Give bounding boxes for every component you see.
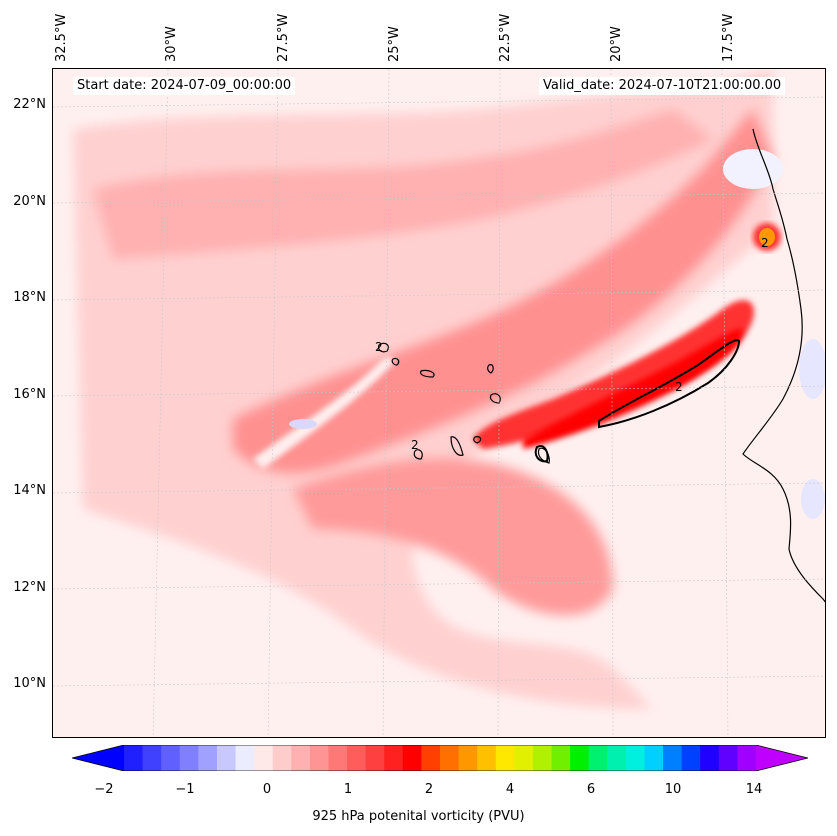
lon-label-32-5w: 32.5°W	[54, 13, 69, 62]
pv-band-upper	[93, 109, 713, 259]
pv-contour-2	[598, 339, 741, 429]
lon-label-27-5w: 27.5°W	[276, 13, 291, 62]
colorbar-cell	[365, 745, 385, 771]
colorbar-tick-label: −2	[94, 782, 114, 797]
lon-label-30w: 30°W	[164, 26, 179, 62]
colorbar-cell	[161, 745, 181, 771]
colorbar-cell	[254, 745, 274, 771]
lat-label-10n: 10°N	[13, 676, 46, 691]
colorbar-tick-label: 14	[745, 782, 763, 797]
lat-label-14n: 14°N	[13, 483, 46, 498]
colorbar-cell	[235, 745, 255, 771]
pv-core-ridge	[473, 300, 754, 449]
colorbar-cells	[72, 745, 808, 771]
contour-label: 2	[411, 438, 419, 452]
pv-negative-coast-1	[799, 339, 825, 399]
african-coastline	[742, 128, 825, 603]
pv-negative-streak	[253, 357, 394, 469]
colorbar-cell	[588, 745, 608, 771]
colorbar-extend-high	[756, 745, 808, 771]
colorbar-cell	[198, 745, 218, 771]
colorbar-cell	[309, 745, 329, 771]
pv-negative-coast-3	[723, 149, 783, 189]
colorbar-cell	[402, 745, 422, 771]
colorbar-cell	[142, 745, 162, 771]
colorbar-cell	[700, 745, 720, 771]
colorbar-cell	[737, 745, 757, 771]
lat-label-12n: 12°N	[13, 580, 46, 595]
pv-band-lower	[293, 458, 613, 616]
colorbar-cell	[328, 745, 348, 771]
colorbar-cell	[495, 745, 515, 771]
colorbar-cell	[644, 745, 664, 771]
colorbar-cell	[421, 745, 441, 771]
colorbar-tick-label: 4	[505, 782, 515, 797]
colorbar-cell	[440, 745, 460, 771]
pv-negative-coast-2	[801, 479, 825, 519]
lat-label-22n: 22°N	[13, 97, 46, 112]
colorbar-cell	[291, 745, 311, 771]
colorbar-cell	[681, 745, 701, 771]
graticule	[53, 69, 825, 737]
colorbar-cell	[607, 745, 627, 771]
pv-spot-north-peak	[759, 228, 775, 246]
lon-label-22-5w: 22.5°W	[498, 13, 513, 62]
colorbar-cell	[347, 745, 367, 771]
valid-date-label: Valid_date: 2024-07-10T21:00:00.00	[539, 77, 786, 95]
pv-contour-2-west	[534, 445, 549, 463]
colorbar-cell	[514, 745, 534, 771]
lon-label-17-5w: 17.5°W	[721, 13, 736, 62]
colorbar-cell	[551, 745, 571, 771]
colorbar-tick-label: 10	[664, 782, 682, 797]
pv-field-map: 2 2 2 2	[53, 69, 825, 737]
colorbar-cell	[718, 745, 738, 771]
colorbar-cell	[570, 745, 590, 771]
lon-label-20w: 20°W	[609, 26, 624, 62]
map-panel[interactable]: 2 2 2 2 Start date: 2024-07-09_00:00:00 …	[52, 68, 826, 738]
lat-label-16n: 16°N	[13, 387, 46, 402]
colorbar-tick-label: −1	[175, 782, 195, 797]
colorbar-cell	[216, 745, 237, 771]
colorbar-tick-label: 2	[424, 782, 434, 797]
colorbar-cell	[663, 745, 683, 771]
colorbar-cell	[124, 745, 144, 771]
colorbar-cell	[532, 745, 553, 771]
cape-verde-islands	[378, 342, 550, 464]
lat-label-20n: 20°N	[13, 194, 46, 209]
start-date-label: Start date: 2024-07-09_00:00:00	[73, 77, 296, 95]
colorbar-cell	[384, 745, 404, 771]
colorbar-cell	[272, 745, 292, 771]
colorbar-tick-label: 1	[343, 782, 353, 797]
colorbar-cell	[458, 745, 478, 771]
colorbar-cell	[179, 745, 199, 771]
pv-negative-patch	[289, 419, 317, 429]
lat-label-18n: 18°N	[13, 290, 46, 305]
colorbar	[72, 745, 808, 771]
colorbar-title: 925 hPa potenital vorticity (PVU)	[312, 809, 525, 824]
lon-label-25w: 25°W	[387, 26, 402, 62]
colorbar-extend-low	[72, 745, 124, 771]
colorbar-cell	[625, 745, 645, 771]
colorbar-cell	[477, 745, 497, 771]
contour-label: 2	[675, 380, 683, 394]
contour-label: 2	[761, 236, 769, 250]
contour-label: 2	[375, 340, 383, 354]
colorbar-tick-label: 6	[586, 782, 596, 797]
pv-core-max	[523, 328, 743, 449]
colorbar-tick-label: 0	[262, 782, 272, 797]
